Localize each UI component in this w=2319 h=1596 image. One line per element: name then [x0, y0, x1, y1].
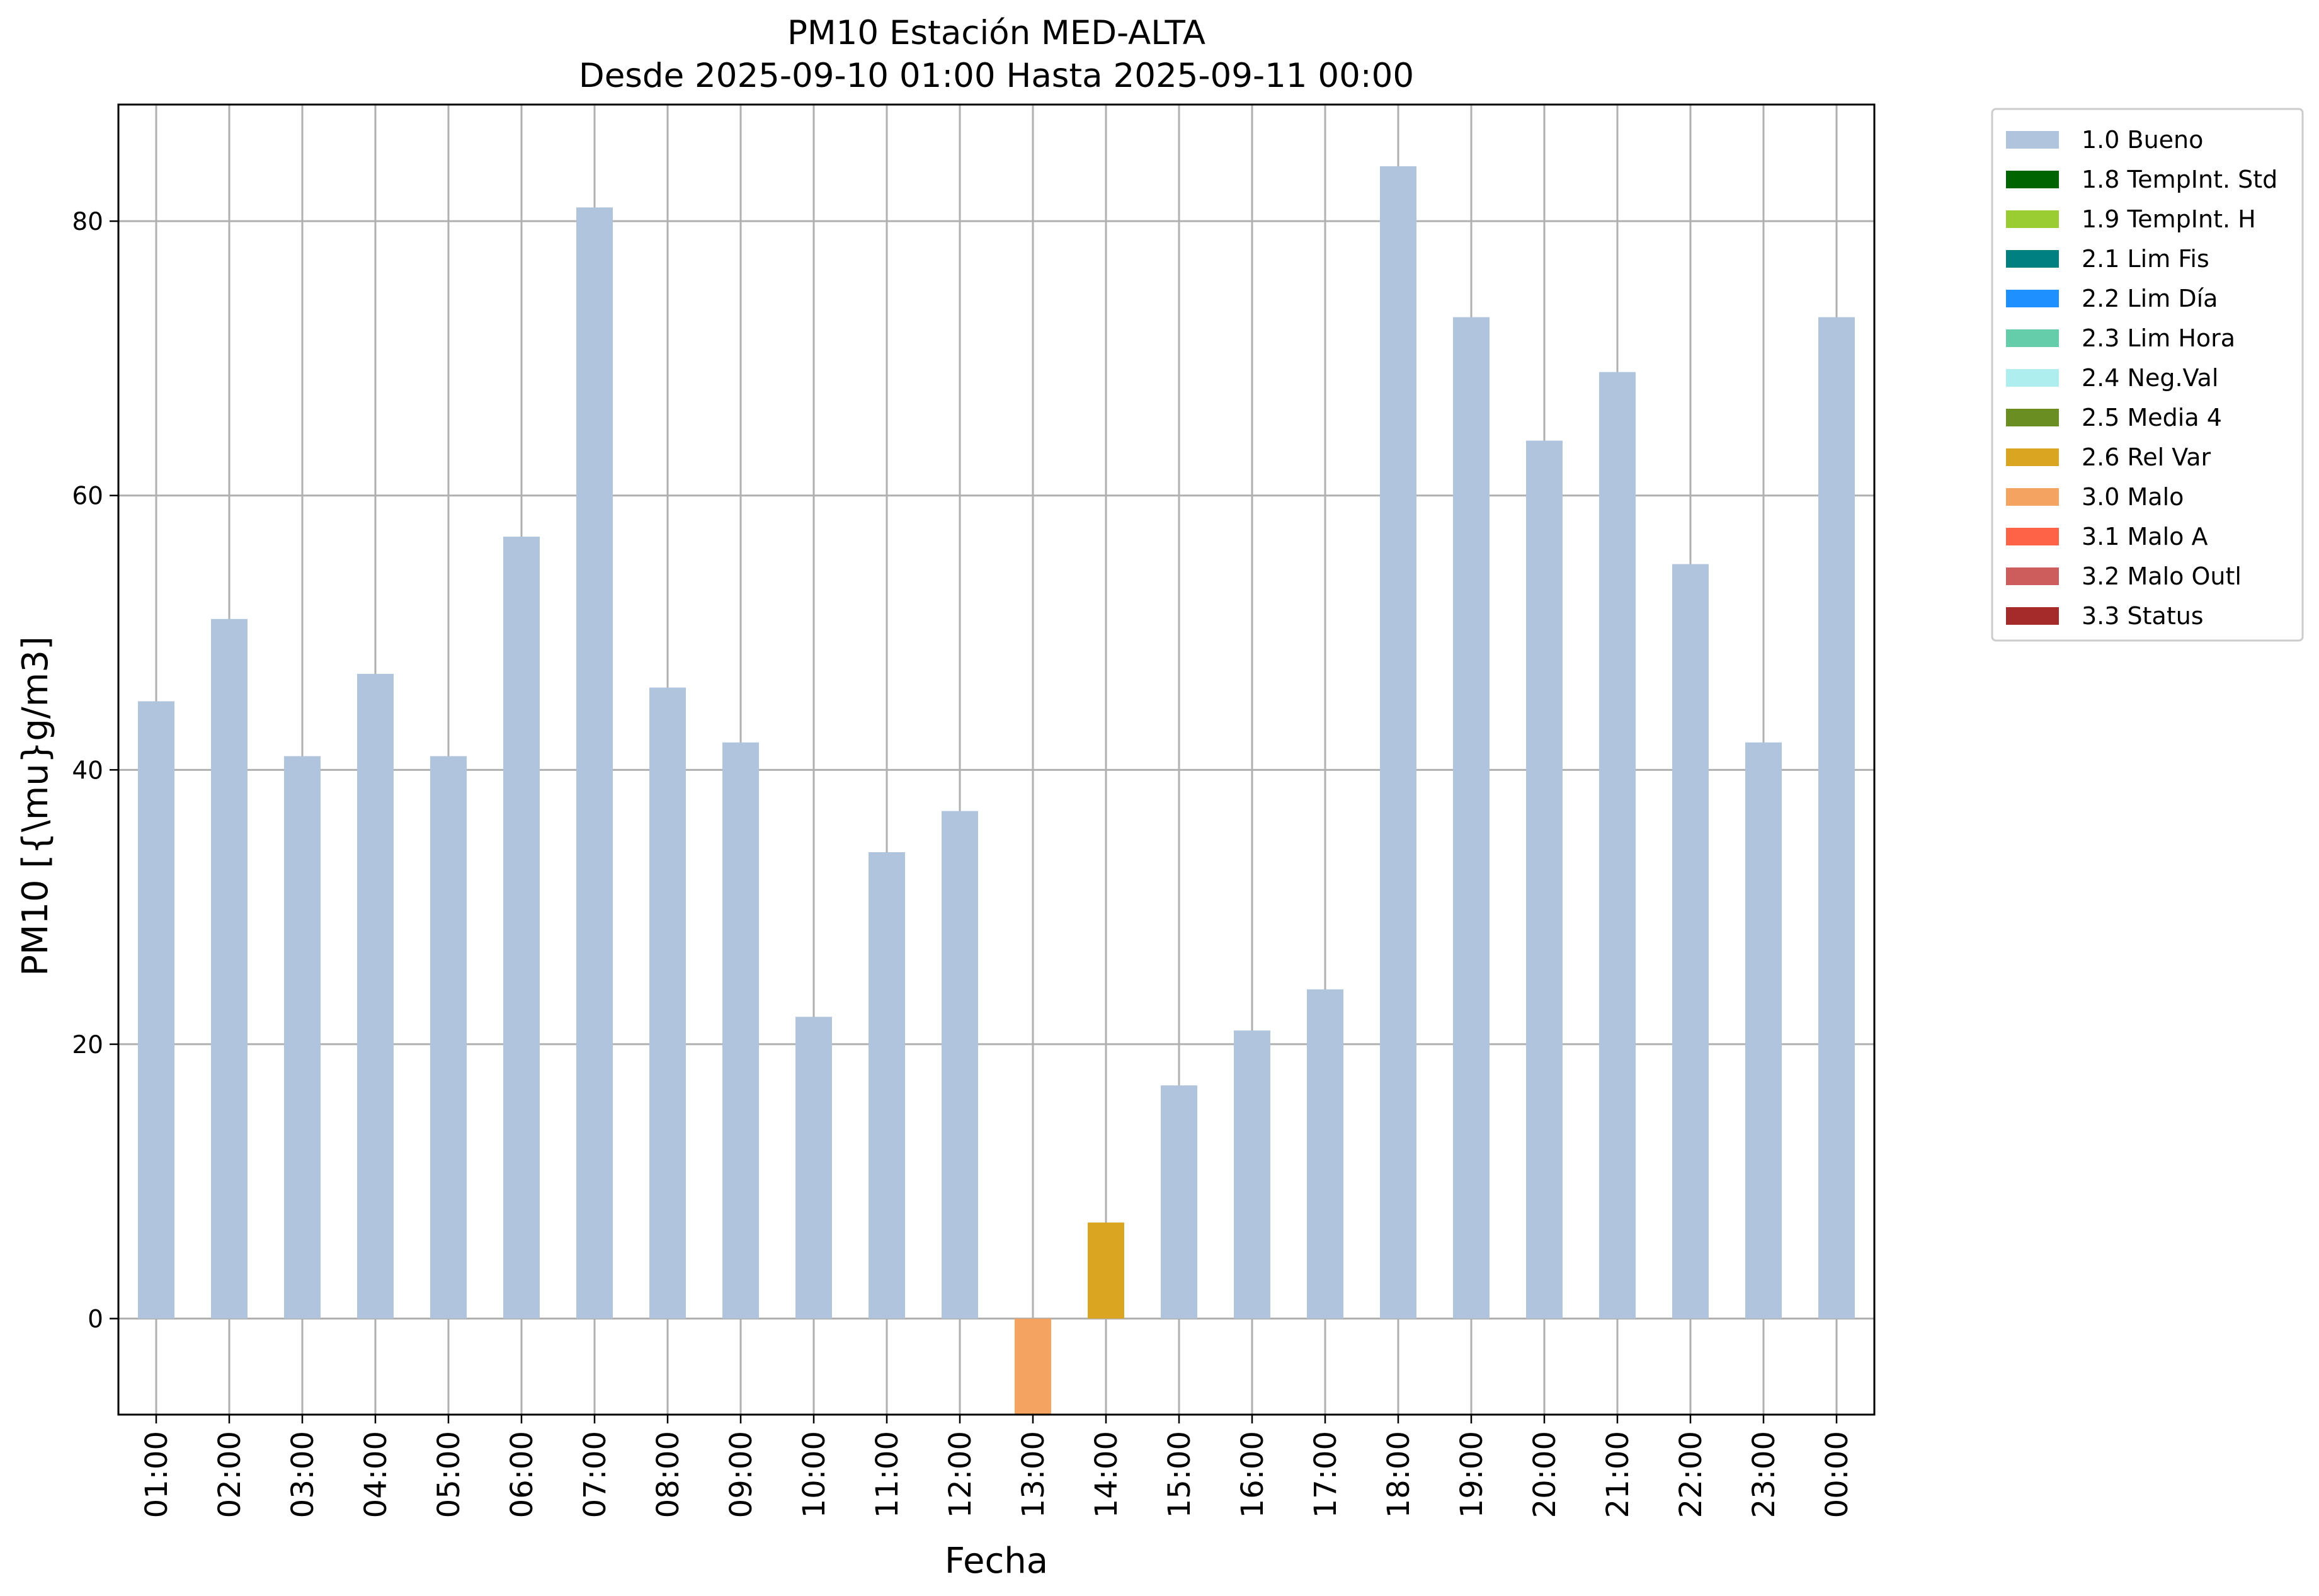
bar-2300: [1745, 742, 1782, 1319]
bar-1400: [1088, 1223, 1124, 1319]
bar-1600: [1234, 1030, 1270, 1319]
y-axis-label: PM10 [{\mu}g/m3]: [15, 636, 56, 976]
legend-label-3: 2.1 Lim Fis: [2082, 245, 2209, 273]
bar-0700: [576, 207, 613, 1319]
x-tick-label-13: 14:00: [1089, 1431, 1124, 1518]
x-tick-label-10: 11:00: [870, 1431, 905, 1518]
axes-frame: [117, 103, 1876, 1416]
x-tick-label-3: 04:00: [358, 1431, 394, 1518]
legend-swatch-8: [2006, 448, 2059, 466]
legend-label-6: 2.4 Neg.Val: [2082, 364, 2218, 392]
x-tick-label-22: 23:00: [1746, 1431, 1782, 1518]
legend-swatch-5: [2006, 329, 2059, 347]
legend-label-12: 3.3 Status: [2082, 602, 2204, 630]
bar-0000: [1818, 317, 1855, 1319]
bar-1300: [1015, 1318, 1051, 1415]
y-tick-label-4: 80: [72, 208, 103, 236]
legend-label-5: 2.3 Lim Hora: [2082, 324, 2235, 352]
legend-label-11: 3.2 Malo Outl: [2082, 562, 2242, 590]
legend-label-1: 1.8 TempInt. Std: [2082, 166, 2277, 193]
bar-0300: [284, 756, 321, 1319]
legend-swatch-10: [2006, 528, 2059, 545]
bar-1500: [1161, 1085, 1197, 1319]
legend-items: 1.0 Bueno 1.8 TempInt. Std 1.9 TempInt. H 2…: [2006, 126, 2277, 630]
x-axis-label: Fecha: [945, 1541, 1048, 1582]
y-tick-label-3: 60: [72, 482, 103, 511]
legend-swatch-7: [2006, 409, 2059, 426]
bar-1000: [795, 1017, 832, 1319]
x-tick-label-17: 18:00: [1381, 1431, 1416, 1518]
x-tick-label-5: 06:00: [504, 1431, 540, 1518]
legend-label-2: 1.9 TempInt. H: [2082, 205, 2256, 233]
x-tick-label-18: 19:00: [1454, 1431, 1490, 1518]
legend-swatch-4: [2006, 290, 2059, 307]
legend-label-7: 2.5 Media 4: [2082, 404, 2222, 431]
y-tick-label-1: 20: [72, 1031, 103, 1059]
bar-0800: [649, 687, 686, 1319]
legend-swatch-11: [2006, 567, 2059, 585]
legend-swatch-2: [2006, 210, 2059, 228]
bar-0400: [357, 673, 394, 1319]
bar-0500: [430, 756, 467, 1319]
bars: [138, 166, 1855, 1415]
legend-swatch-0: [2006, 131, 2059, 149]
bar-1900: [1453, 317, 1490, 1319]
x-tick-label-7: 08:00: [651, 1431, 686, 1518]
x-tick-label-11: 12:00: [943, 1431, 978, 1518]
legend-label-10: 3.1 Malo A: [2082, 523, 2208, 550]
bar-1100: [869, 852, 905, 1319]
legend: 1.0 Bueno 1.8 TempInt. Std 1.9 TempInt. H 2…: [1991, 108, 2304, 642]
legend-frame: [1991, 108, 2304, 642]
x-tick-label-0: 01:00: [139, 1431, 174, 1518]
x-tick-label-14: 15:00: [1162, 1431, 1197, 1518]
legend-label-9: 3.0 Malo: [2082, 483, 2184, 511]
legend-swatch-6: [2006, 369, 2059, 387]
x-tick-label-21: 22:00: [1673, 1431, 1709, 1518]
y-tick-label-2: 40: [72, 756, 103, 785]
bar-2000: [1526, 440, 1563, 1319]
legend-swatch-12: [2006, 607, 2059, 625]
x-tick-label-23: 00:00: [1820, 1431, 1855, 1518]
bar-1200: [942, 811, 978, 1319]
x-tick-label-9: 10:00: [797, 1431, 832, 1518]
bar-0600: [503, 537, 540, 1319]
y-tick-label-0: 0: [88, 1306, 103, 1334]
legend-label-8: 2.6 Rel Var: [2082, 443, 2211, 471]
x-tick-label-20: 21:00: [1600, 1431, 1636, 1518]
bar-1700: [1307, 989, 1343, 1319]
bar-2200: [1672, 564, 1709, 1319]
bar-1800: [1380, 166, 1416, 1319]
bar-0100: [138, 701, 174, 1319]
x-tick-label-19: 20:00: [1527, 1431, 1563, 1518]
x-tick-label-8: 09:00: [724, 1431, 759, 1518]
x-tick-label-1: 02:00: [212, 1431, 248, 1518]
x-axis-ticks: 01:00 02:00 03:00 04:00 05:00 06:00 07:00 08:00…: [139, 1415, 1855, 1518]
legend-swatch-1: [2006, 171, 2059, 188]
legend-label-4: 2.2 Lim Día: [2082, 285, 2218, 312]
x-tick-label-15: 16:00: [1235, 1431, 1270, 1518]
bar-2100: [1599, 372, 1636, 1319]
x-tick-label-6: 07:00: [578, 1431, 613, 1518]
legend-swatch-9: [2006, 488, 2059, 506]
x-tick-label-4: 05:00: [431, 1431, 467, 1518]
chart-subtitle: Desde 2025-09-10 01:00 Hasta 2025-09-11 …: [579, 57, 1414, 95]
legend-label-0: 1.0 Bueno: [2082, 126, 2203, 154]
y-axis-ticks: 0 20 40 60 80: [72, 208, 118, 1334]
x-tick-label-16: 17:00: [1308, 1431, 1343, 1518]
legend-swatch-3: [2006, 250, 2059, 268]
chart-title: PM10 Estación MED-ALTA: [787, 14, 1205, 52]
bar-0200: [211, 618, 248, 1319]
x-tick-label-2: 03:00: [285, 1431, 321, 1518]
x-tick-label-12: 13:00: [1016, 1431, 1051, 1518]
bar-0900: [722, 742, 759, 1319]
